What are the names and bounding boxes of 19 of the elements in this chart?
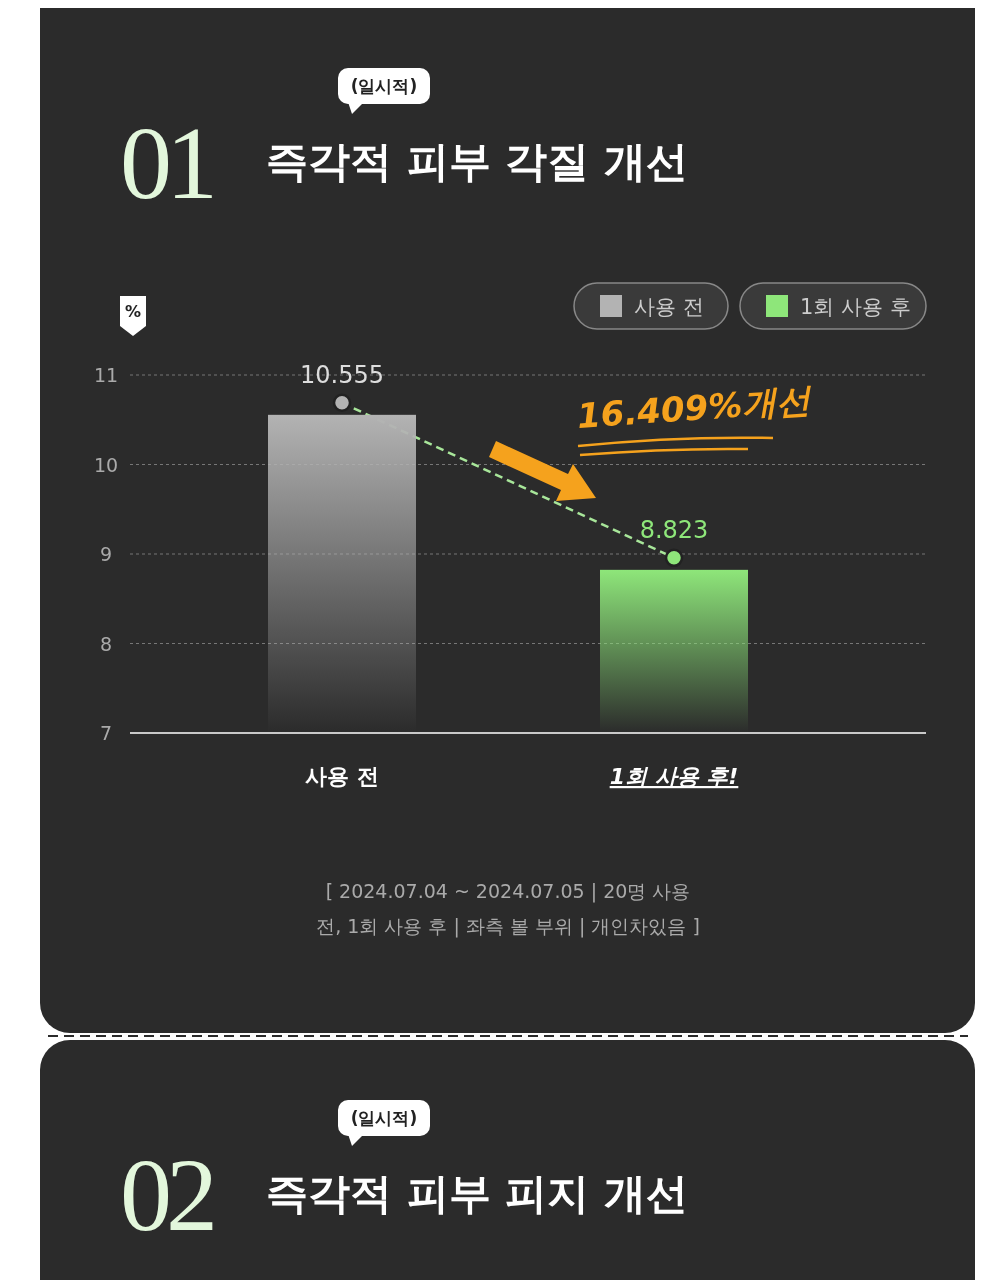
y-tick-label: 9 <box>99 543 113 565</box>
y-tick-label: 7 <box>99 722 113 744</box>
y-tick-label: 10 <box>93 453 119 476</box>
text: 01 <box>120 105 212 220</box>
annotation: 16.409%개선 <box>575 379 814 436</box>
y-axis-title: % <box>124 302 142 321</box>
text: 02 <box>120 1137 213 1252</box>
data-label: 10.555 <box>300 360 384 389</box>
data-label: 8.823 <box>639 515 709 544</box>
text: 즉각적 피부 피지 개선 <box>266 1169 688 1218</box>
legend-label: 사용 전 <box>634 295 704 319</box>
y-tick-label: 8 <box>99 632 113 655</box>
chart-title: 즉각적 피부 각질 개선 <box>266 137 688 186</box>
text: (일시적) <box>350 1108 418 1128</box>
x-tick-label: 1회 사용 후! <box>609 764 739 789</box>
text: [ 2024.07.04 ~ 2024.07.05 | 20명 사용 전, 1회 사용 후 | 좌측 볼 부위 | 개인차있음 ] <box>316 880 700 938</box>
legend-label: 1회 사용 후 <box>800 295 911 319</box>
y-tick-label: 11 <box>93 364 119 386</box>
chart-subtitle: (일시적) <box>350 76 418 96</box>
